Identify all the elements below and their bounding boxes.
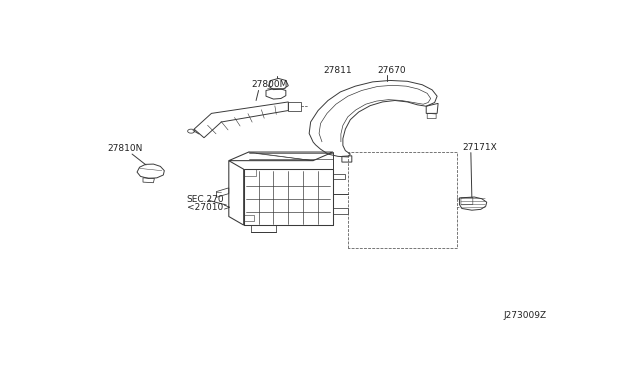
Text: 27171X: 27171X	[462, 143, 497, 152]
Text: <27010>: <27010>	[187, 203, 230, 212]
Text: 27800M: 27800M	[251, 80, 287, 89]
Text: 27810N: 27810N	[108, 144, 143, 154]
Text: SEC.270: SEC.270	[187, 195, 224, 203]
Text: 27670: 27670	[378, 66, 406, 75]
Text: 27811: 27811	[323, 66, 351, 75]
Text: J273009Z: J273009Z	[503, 311, 547, 320]
